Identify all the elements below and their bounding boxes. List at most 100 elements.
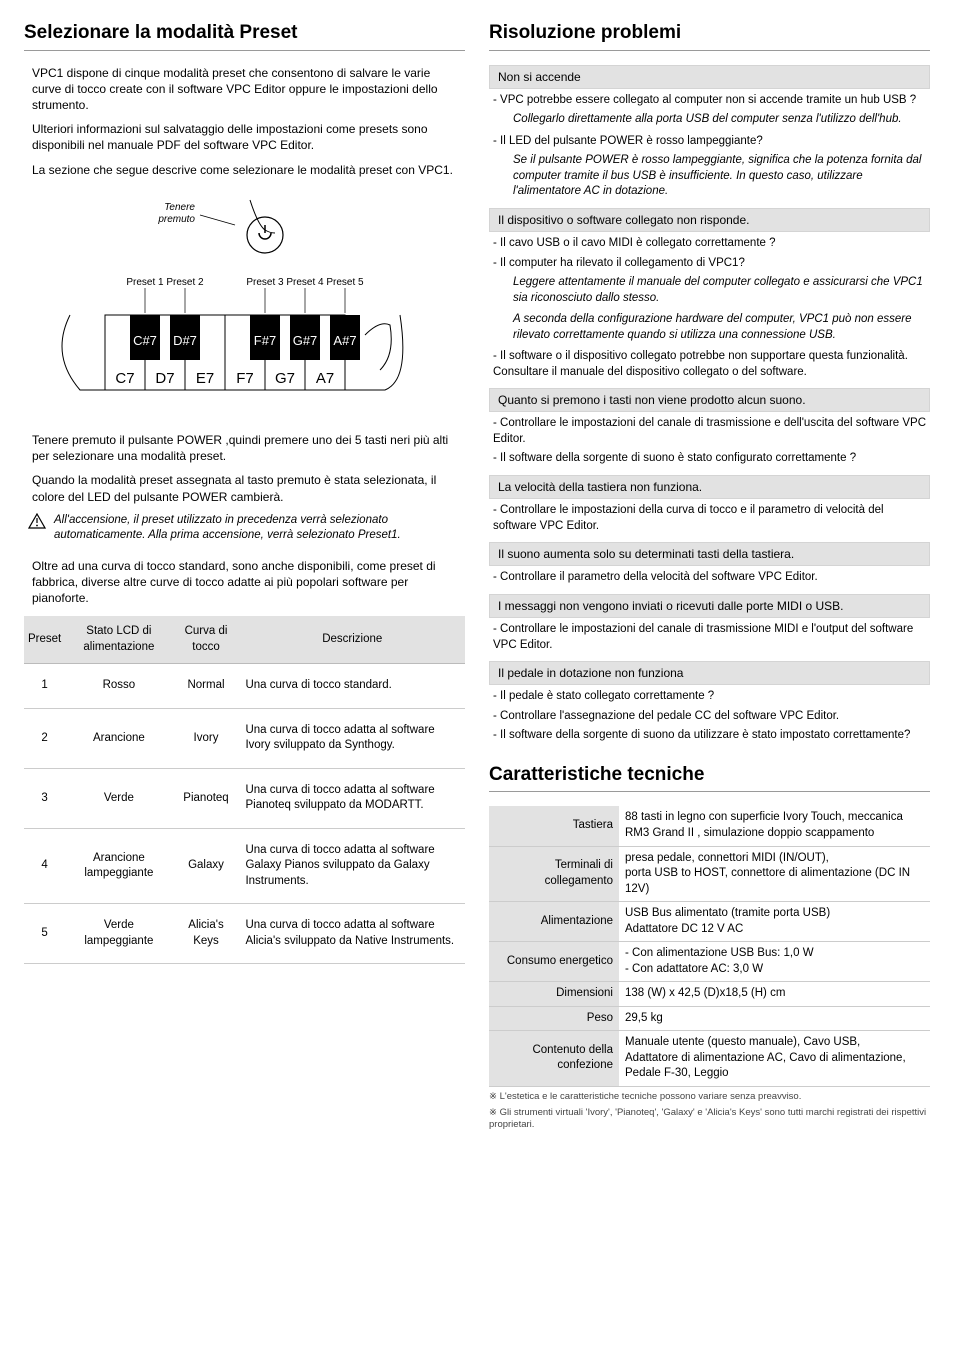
preset-cell: Una curva di tocco adatta al software Iv… (239, 708, 465, 768)
spec-label: Alimentazione (489, 902, 619, 942)
preset-cell: Una curva di tocco adatta al software Pi… (239, 768, 465, 828)
troubleshoot-line: - Controllare le impostazioni del canale… (493, 622, 926, 653)
spec-value: Manuale utente (questo manuale), Cavo US… (619, 1031, 930, 1087)
preset-cell: Alicia's Keys (173, 904, 240, 964)
svg-text:A#7: A#7 (333, 333, 356, 348)
svg-text:Preset 3: Preset 3 (246, 277, 284, 288)
troubleshoot-line: - Il LED del pulsante POWER è rosso lamp… (493, 134, 926, 150)
table-row: Tastiera88 tasti in legno con superficie… (489, 806, 930, 846)
table-row: 1RossoNormalUna curva di tocco standard. (24, 664, 465, 709)
troubleshoot-line: - Il pedale è stato collegato correttame… (493, 689, 926, 705)
preset-cell: Galaxy (173, 828, 240, 904)
svg-text:G7: G7 (274, 370, 294, 387)
spec-value: presa pedale, connettori MIDI (IN/OUT), … (619, 846, 930, 902)
spec-value: USB Bus alimentato (tramite porta USB) A… (619, 902, 930, 942)
troubleshoot-note: Collegarlo direttamente alla porta USB d… (513, 112, 926, 128)
preset-table-header: Descrizione (239, 616, 465, 664)
table-row: 2ArancioneIvoryUna curva di tocco adatta… (24, 708, 465, 768)
warning-icon (28, 513, 46, 529)
troubleshooting-heading: Risoluzione problemi (489, 20, 930, 51)
preset-cell: Normal (173, 664, 240, 709)
troubleshoot-header: Il suono aumenta solo su determinati tas… (489, 542, 930, 566)
svg-text:D#7: D#7 (173, 333, 197, 348)
troubleshoot-header: Il dispositivo o software collegato non … (489, 208, 930, 232)
troubleshoot-header: Quanto si premono i tasti non viene prod… (489, 388, 930, 412)
troubleshoot-header: Il pedale in dotazione non funziona (489, 661, 930, 685)
spec-label: Terminali di collegamento (489, 846, 619, 902)
spec-label: Dimensioni (489, 982, 619, 1007)
spec-label: Contenuto della confezione (489, 1031, 619, 1087)
troubleshoot-line: - Il computer ha rilevato il collegament… (493, 256, 926, 272)
preset-intro-2: Ulteriori informazioni sul salvataggio d… (32, 121, 457, 153)
footnote-2: ※ Gli strumenti virtuali 'Ivory', 'Piano… (489, 1107, 930, 1132)
troubleshoot-line: - Controllare le impostazioni del canale… (493, 416, 926, 447)
preset-cell: Verde lampeggiante (65, 904, 172, 964)
specs-table: Tastiera88 tasti in legno con superficie… (489, 806, 930, 1086)
spec-value: 29,5 kg (619, 1006, 930, 1031)
table-row: Peso29,5 kg (489, 1006, 930, 1031)
preset-cell: 3 (24, 768, 65, 828)
svg-text:A7: A7 (315, 370, 333, 387)
troubleshoot-note: Se il pulsante POWER è rosso lampeggiant… (513, 153, 926, 200)
table-row: Contenuto della confezioneManuale utente… (489, 1031, 930, 1087)
left-column: Selezionare la modalità Preset VPC1 disp… (24, 20, 465, 1132)
table-row: 3VerdePianoteqUna curva di tocco adatta … (24, 768, 465, 828)
troubleshoot-section: Il suono aumenta solo su determinati tas… (489, 542, 930, 586)
table-row: Consumo energetico- Con alimentazione US… (489, 942, 930, 982)
table-row: AlimentazioneUSB Bus alimentato (tramite… (489, 902, 930, 942)
caution-note: All'accensione, il preset utilizzato in … (28, 513, 461, 544)
troubleshoot-line: - Controllare l'assegnazione del pedale … (493, 709, 926, 725)
troubleshoot-section: Il pedale in dotazione non funziona - Il … (489, 661, 930, 744)
preset-intro-1: VPC1 dispone di cinque modalità preset c… (32, 65, 457, 114)
svg-text:C#7: C#7 (133, 333, 157, 348)
footnote-1: ※ L'estetica e le caratteristiche tecnic… (489, 1091, 930, 1103)
svg-text:Preset 5: Preset 5 (326, 277, 364, 288)
preset-cell: Una curva di tocco adatta al software Ga… (239, 828, 465, 904)
specs-heading: Caratteristiche tecniche (489, 762, 930, 793)
troubleshoot-line: - VPC potrebbe essere collegato al compu… (493, 93, 926, 109)
preset-table-header: Stato LCD di alimentazione (65, 616, 172, 664)
caution-text: All'accensione, il preset utilizzato in … (54, 513, 461, 544)
preset-cell: 5 (24, 904, 65, 964)
preset-cell: Una curva di tocco adatta al software Al… (239, 904, 465, 964)
troubleshoot-section: Quanto si premono i tasti non viene prod… (489, 388, 930, 467)
preset-cell: Arancione (65, 708, 172, 768)
table-row: Dimensioni138 (W) x 42,5 (D)x18,5 (H) cm (489, 982, 930, 1007)
preset-cell: Una curva di tocco standard. (239, 664, 465, 709)
spec-value: - Con alimentazione USB Bus: 1,0 W - Con… (619, 942, 930, 982)
troubleshoot-line: - Il software o il dispositivo collegato… (493, 349, 926, 380)
svg-text:G#7: G#7 (292, 333, 317, 348)
preset-table: PresetStato LCD di alimentazioneCurva di… (24, 616, 465, 964)
troubleshoot-section: La velocità della tastiera non funziona.… (489, 475, 930, 534)
table-row: 5Verde lampeggianteAlicia's KeysUna curv… (24, 904, 465, 964)
preset-step-1: Tenere premuto il pulsante POWER ,quindi… (32, 432, 457, 464)
spec-label: Consumo energetico (489, 942, 619, 982)
spec-label: Tastiera (489, 806, 619, 846)
keyboard-diagram: Tenere premuto Preset 1Preset 2Preset 3P… (24, 190, 465, 414)
preset-cell: Ivory (173, 708, 240, 768)
troubleshoot-note: Leggere attentamente il manuale del comp… (513, 275, 926, 306)
svg-text:E7: E7 (195, 370, 213, 387)
preset-cell: Verde (65, 768, 172, 828)
spec-value: 138 (W) x 42,5 (D)x18,5 (H) cm (619, 982, 930, 1007)
svg-text:F7: F7 (236, 370, 254, 387)
svg-text:F#7: F#7 (253, 333, 275, 348)
svg-text:D7: D7 (155, 370, 174, 387)
preset-cell: 1 (24, 664, 65, 709)
troubleshoot-line: - Il software della sorgente di suono da… (493, 728, 926, 744)
troubleshoot-section: I messaggi non vengono inviati o ricevut… (489, 594, 930, 653)
preset-step-2: Quando la modalità preset assegnata al t… (32, 472, 457, 504)
troubleshoot-header: I messaggi non vengono inviati o ricevut… (489, 594, 930, 618)
preset-intro-3: La sezione che segue descrive come selez… (32, 162, 457, 178)
svg-text:Preset 4: Preset 4 (286, 277, 324, 288)
preset-table-header: Preset (24, 616, 65, 664)
right-column: Risoluzione problemi Non si accende- VPC… (489, 20, 930, 1132)
preset-factory-note: Oltre ad una curva di tocco standard, so… (32, 558, 457, 607)
troubleshoot-line: - Il cavo USB o il cavo MIDI è collegato… (493, 236, 926, 252)
svg-text:Preset 2: Preset 2 (166, 277, 204, 288)
troubleshoot-line: - Il software della sorgente di suono è … (493, 451, 926, 467)
preset-cell: Pianoteq (173, 768, 240, 828)
svg-text:Preset 1: Preset 1 (126, 277, 164, 288)
troubleshoot-line: - Controllare il parametro della velocit… (493, 570, 926, 586)
svg-text:premuto: premuto (157, 214, 195, 225)
